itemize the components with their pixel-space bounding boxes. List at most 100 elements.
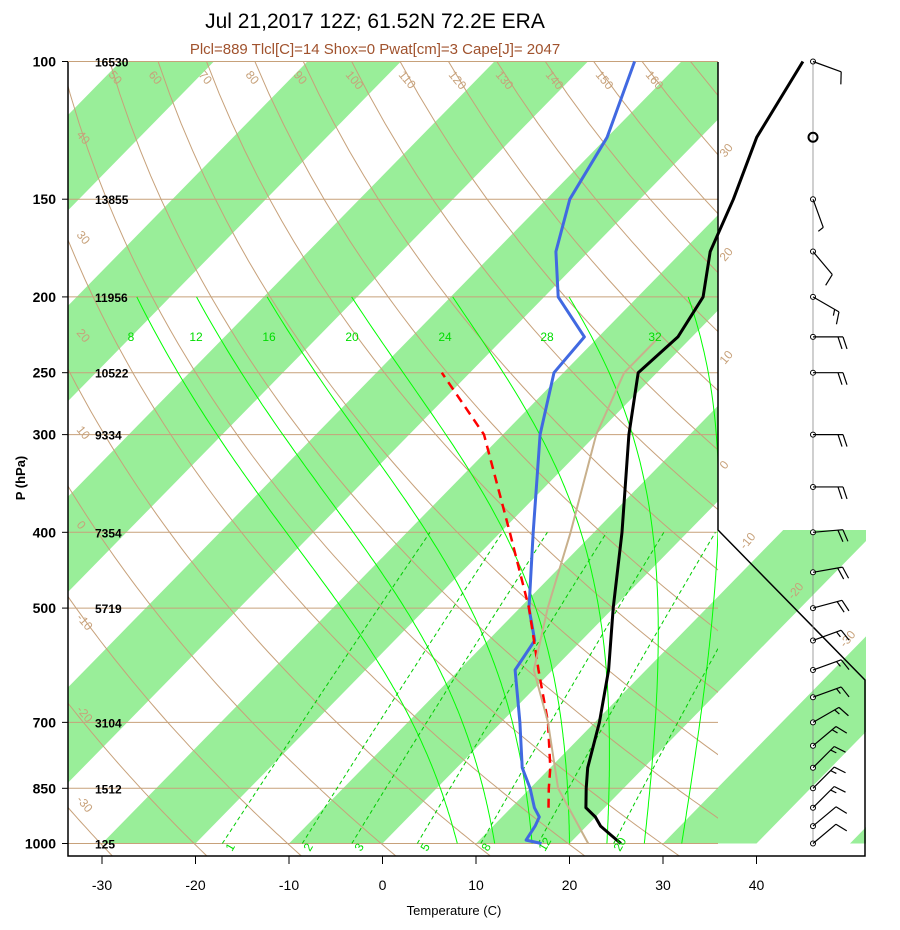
wind-barb-flag (833, 766, 846, 774)
wind-barb (812, 686, 850, 698)
height-label: 5719 (95, 602, 122, 616)
dry-adiabat (302, 62, 718, 571)
wind-barb (812, 745, 846, 769)
wind-barb-flag (842, 372, 848, 385)
dry-adiabat-label: 120 (446, 68, 470, 93)
wind-barb (812, 629, 850, 642)
wind-barb (813, 336, 848, 350)
height-label: 9334 (95, 429, 122, 443)
mixing-ratio-label: 5 (417, 840, 433, 853)
wind-barb (812, 60, 842, 85)
wind-barb-flag (837, 567, 845, 580)
moist-adiabat-label: 28 (540, 330, 554, 344)
wind-barb (812, 566, 850, 580)
wind-barb-flag (835, 311, 840, 325)
dry-adiabat-label: 30 (74, 228, 94, 247)
green-temperature-bands (68, 62, 718, 844)
mixing-ratio-line (301, 532, 504, 844)
pressure-tick-label: 850 (33, 780, 57, 796)
wind-barb-flag (842, 336, 848, 350)
wind-barb (813, 486, 848, 500)
temperature-tick-label: 20 (562, 877, 578, 893)
mixing-ratio-line (416, 532, 608, 844)
moist-adiabat (196, 296, 496, 844)
wind-barb-shaft (812, 706, 840, 723)
wind-barb-flag (835, 726, 848, 734)
temperature-band (663, 787, 718, 844)
wind-barb-flag (837, 434, 843, 447)
dry-adiabat-label: 10 (717, 347, 737, 366)
wind-barb-shaft (812, 251, 833, 275)
wind-barb-flag (833, 785, 846, 793)
temperature-tick-label: -20 (185, 877, 205, 893)
temperature-tick-label: 10 (468, 877, 484, 893)
temperature-tick-label: 40 (749, 877, 765, 893)
wind-barb-flag (842, 486, 848, 500)
temperature-tick-label: 30 (655, 877, 671, 893)
dry-adiabat (351, 62, 718, 511)
dry-adiabat (68, 367, 492, 856)
height-label: 7354 (95, 526, 122, 540)
temperature-band (68, 62, 588, 592)
moist-adiabat-label: 24 (438, 330, 452, 344)
temperature-band (718, 636, 866, 844)
wind-barb-flag (837, 372, 843, 385)
moist-adiabat (681, 296, 718, 844)
dry-adiabat (68, 595, 303, 856)
temperature-tick-label: -10 (279, 877, 299, 893)
temperature-band (68, 62, 214, 211)
pressure-tick-label: 400 (33, 524, 57, 540)
wind-barb-half-flag (830, 770, 837, 774)
wind-barb-shaft (812, 198, 824, 228)
y-axis-label: P (hPa) (13, 456, 28, 501)
wind-barb-half-flag (831, 729, 838, 734)
wind-barb-flag (838, 706, 849, 717)
dry-adiabat (254, 62, 718, 632)
dry-adiabat-label: 30 (717, 140, 737, 159)
wind-barb (812, 659, 850, 671)
temperature-band (289, 405, 718, 844)
mixing-ratio-line (221, 532, 431, 844)
chart-subtitle: Plcl=889 Tlcl[C]=14 Shox=0 Pwat[cm]=3 Ca… (190, 41, 560, 58)
calm-wind-circle (807, 131, 819, 143)
sounding-profiles (440, 60, 805, 845)
temperature-band (850, 827, 866, 844)
wind-barb (812, 198, 824, 232)
wind-barb (812, 251, 833, 286)
mixing-ratio-lines (221, 532, 718, 844)
temperature-tick-label: 0 (379, 877, 387, 893)
moist-adiabat (266, 296, 533, 844)
pressure-tick-label: 100 (33, 54, 57, 70)
wind-barb-flag (840, 659, 850, 671)
height-label: 125 (95, 838, 115, 852)
height-label: 3104 (95, 716, 122, 730)
dry-adiabat (68, 702, 208, 856)
wind-barb-flag (825, 274, 833, 286)
height-label: 11956 (95, 291, 128, 305)
moist-adiabat (452, 296, 610, 844)
wind-barb-half-flag (832, 309, 836, 316)
pressure-tick-label: 500 (33, 600, 57, 616)
wind-barb-half-flag (836, 688, 841, 694)
temperature-axis: -30 -20 -10 0 10 20 30 40 (92, 856, 765, 893)
parcel-profile (440, 371, 552, 808)
wind-barb-flag (840, 629, 850, 641)
pressure-axis: 100 150 200 250 300 400 500 700 850 1000 (25, 54, 68, 852)
wind-barb-half-flag (836, 631, 841, 638)
moist-adiabat-label: 12 (189, 330, 203, 344)
environment_virtual-profile (532, 336, 660, 844)
wind-barb-shaft (812, 806, 837, 827)
wind-barbs (807, 58, 850, 847)
pressure-tick-label: 300 (33, 427, 57, 443)
dry-adiabat (68, 238, 586, 856)
moist-adiabat-labels: 8 12 16 20 24 28 32 (128, 330, 662, 344)
isobar-lines (68, 61, 718, 844)
wind-barb-flag (836, 601, 845, 613)
dry-adiabat (206, 62, 718, 693)
wind-barb-half-flag (830, 749, 837, 754)
wind-barb-flag (842, 434, 848, 447)
height-label: 1512 (95, 782, 122, 796)
wind-barb-half-flag (836, 661, 841, 667)
height-label: 16530 (95, 56, 129, 70)
mixing-ratio-label: 20 (610, 835, 629, 854)
